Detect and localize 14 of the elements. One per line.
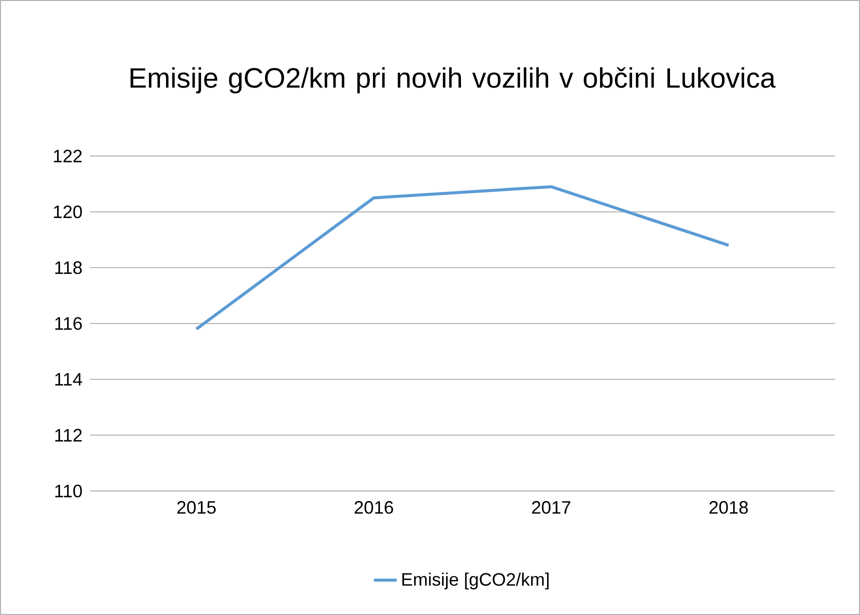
chart-title: Emisije gCO2/km pri novih vozilih v občini Lukovica <box>130 67 776 94</box>
legend-label: Emisije [gCO2/km] <box>402 572 549 590</box>
x-tick-label: 2017 <box>532 501 570 514</box>
y-tick-label: 112 <box>55 428 82 442</box>
line-series <box>194 185 730 331</box>
y-tick-label: 120 <box>54 205 82 218</box>
x-tick-label: 2016 <box>354 501 394 514</box>
y-tick-label: 116 <box>55 317 82 330</box>
y-tick-label: 118 <box>55 261 82 274</box>
x-tick-label: 2018 <box>709 501 748 514</box>
y-tick-label: 122 <box>54 150 82 162</box>
y-tick-label: 114 <box>55 373 82 386</box>
y-tick-label: 110 <box>55 484 82 498</box>
x-tick-label: 2015 <box>177 501 216 514</box>
